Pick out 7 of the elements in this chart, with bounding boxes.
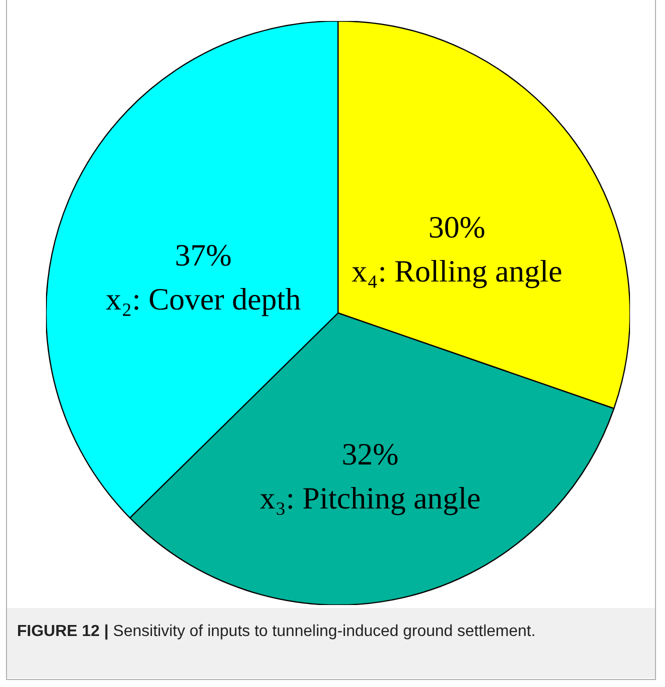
data-label: 32%	[342, 436, 399, 472]
data-label: 30%	[428, 209, 486, 244]
slice-label: x₄: Rolling angle	[352, 253, 562, 288]
slice-label: x₂: Cover depth	[106, 282, 302, 317]
slice-label: x₃: Pitching angle	[260, 480, 481, 516]
data-label: 37%	[174, 238, 232, 273]
caption: FIGURE 12 | Sensitivity of inputs to tunneling-induced ground settlement.	[17, 622, 537, 642]
